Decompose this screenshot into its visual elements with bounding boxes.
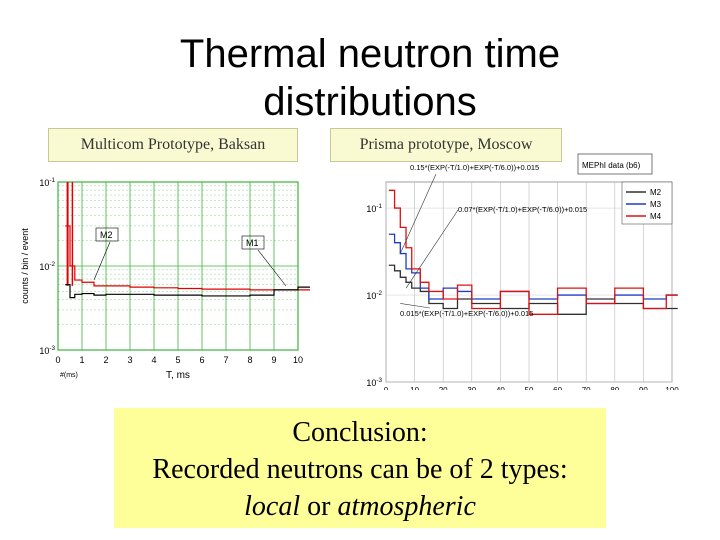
- left-x-axis-label: T, ms: [166, 370, 190, 381]
- left-x-tick-label: 2: [103, 355, 108, 365]
- right-annotation-arrow: [405, 209, 459, 289]
- right-x-tick-label: 0: [384, 386, 389, 390]
- right-annotation: 0.15*(EXP(-T/1.0)+EXP(-T/6.0))+0.015: [410, 163, 539, 172]
- right-legend-title-box: [577, 153, 653, 175]
- left-caption: Multicom Prototype, Baksan: [48, 128, 298, 162]
- right-x-tick-label: 60: [553, 386, 562, 390]
- left-annotation-m2: M2: [100, 230, 113, 240]
- slide-title-line2: distributions: [263, 80, 477, 124]
- right-x-tick-label: 100: [665, 386, 679, 390]
- left-x-tick-label: 1: [79, 355, 84, 365]
- left-x-tick-label: 5: [175, 355, 180, 365]
- right-x-tick-label: 40: [496, 386, 505, 390]
- left-x-tick-label: 4: [151, 355, 156, 365]
- left-series-m2: [65, 225, 310, 291]
- right-caption: Prisma prototype, Moscow: [330, 128, 562, 162]
- right-x-tick-label: 70: [582, 386, 591, 390]
- right-annotation: 0.015*(EXP(-T/1.0)+EXP(-T/6.0))+0.015: [400, 309, 533, 318]
- right-y-tick-label: 10-1: [366, 203, 382, 214]
- left-y-tick-label: 10-2: [39, 261, 55, 272]
- right-legend-label: M3: [650, 200, 662, 209]
- right-x-tick-label: 30: [467, 386, 476, 390]
- right-legend-box: [621, 181, 673, 225]
- left-x-tick-label: 9: [271, 355, 276, 365]
- left-annotation-arrow: [93, 241, 111, 281]
- left-x-tick-label: 6: [199, 355, 204, 365]
- left-annotation-box: [241, 235, 265, 250]
- right-x-tick-label: 50: [525, 386, 534, 390]
- left-annotation-arrow: [257, 249, 287, 287]
- right-annotation-arrow: [400, 173, 437, 254]
- right-chart: 0 10 20 30 40 50 60 70 80 90 100 10-1 10-2 10-3 0.15*(…: [366, 153, 679, 390]
- right-y-tick-label: 10-3: [366, 377, 382, 388]
- right-legend-title: MEPhI data (b6): [582, 161, 641, 170]
- right-annotation: 0.07*(EXP(-T/1.0)+EXP(-T/6.0))+0.015: [458, 205, 587, 214]
- right-y-tick-label: 10-2: [366, 290, 382, 301]
- left-annotation-m1: M1: [246, 238, 259, 248]
- left-chart: 0 1 2 3 4 5 6 7 8 9 10 10-1 10-2 10-3 M2 M1 T, ms #(ms) co…: [20, 177, 310, 381]
- right-x-tick-label: 10: [410, 386, 419, 390]
- left-y-axis-label: counts / bin / event: [20, 228, 30, 304]
- conclusion-local: local: [244, 491, 301, 522]
- left-annotation-box: [95, 227, 119, 242]
- conclusion-atmospheric: atmospheric: [337, 491, 476, 522]
- left-extra-label: #(ms): [60, 372, 78, 379]
- conclusion-heading: Conclusion:: [292, 417, 428, 448]
- left-x-tick-label: 3: [127, 355, 132, 365]
- right-x-tick-label: 20: [439, 386, 448, 390]
- slide-title: Thermal neutron time distributions: [150, 30, 590, 126]
- right-legend-label: M4: [650, 212, 662, 221]
- left-series-m1: [65, 284, 310, 299]
- right-series-m4: [388, 189, 678, 315]
- left-x-tick-label: 10: [293, 355, 303, 365]
- right-legend-label: M2: [650, 188, 662, 197]
- left-x-tick-label: 8: [247, 355, 252, 365]
- right-annotation-arrow: [400, 303, 431, 309]
- left-x-tick-label: 7: [223, 355, 228, 365]
- conclusion-line3: local or atmospheric: [114, 488, 606, 525]
- left-x-tick-label: 0: [55, 355, 60, 365]
- conclusion-box: Conclusion: Recorded neutrons can be of …: [114, 408, 606, 528]
- right-x-tick-label: 80: [610, 386, 619, 390]
- left-y-tick-label: 10-1: [39, 177, 55, 188]
- left-y-tick-label: 10-3: [39, 345, 55, 356]
- slide-title-line1: Thermal neutron time: [179, 32, 561, 76]
- conclusion-line2: Recorded neutrons can be of 2 types:: [152, 454, 568, 485]
- right-x-tick-label: 90: [639, 386, 648, 390]
- conclusion-or: or: [300, 491, 338, 522]
